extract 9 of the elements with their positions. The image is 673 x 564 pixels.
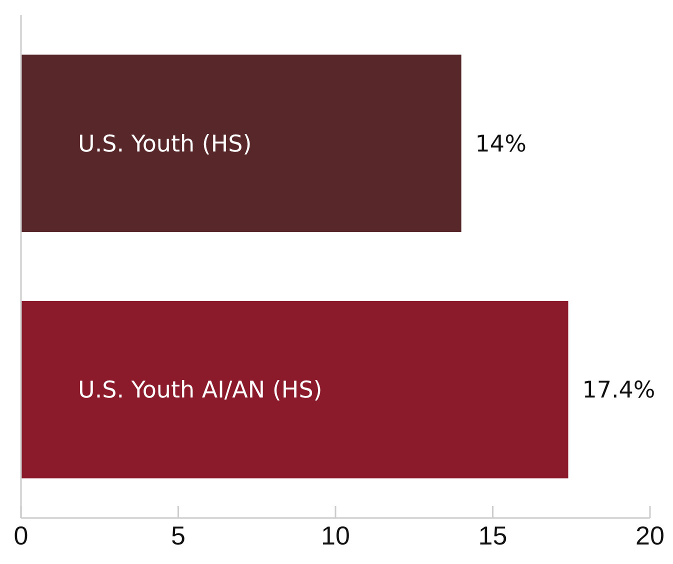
data-label: 17.4% <box>582 378 656 404</box>
data-label: 14% <box>475 131 526 158</box>
x-tick-label: 15 <box>478 520 508 550</box>
x-tick-label: 20 <box>636 520 664 550</box>
y-tick-label: U.S. Youth AI/AN (HS) <box>78 378 322 404</box>
x-tick-label: 10 <box>321 520 350 550</box>
x-tick-label: 0 <box>14 520 28 550</box>
x-tick-label: 5 <box>171 520 186 550</box>
y-tick-label: U.S. Youth (HS) <box>78 131 252 158</box>
